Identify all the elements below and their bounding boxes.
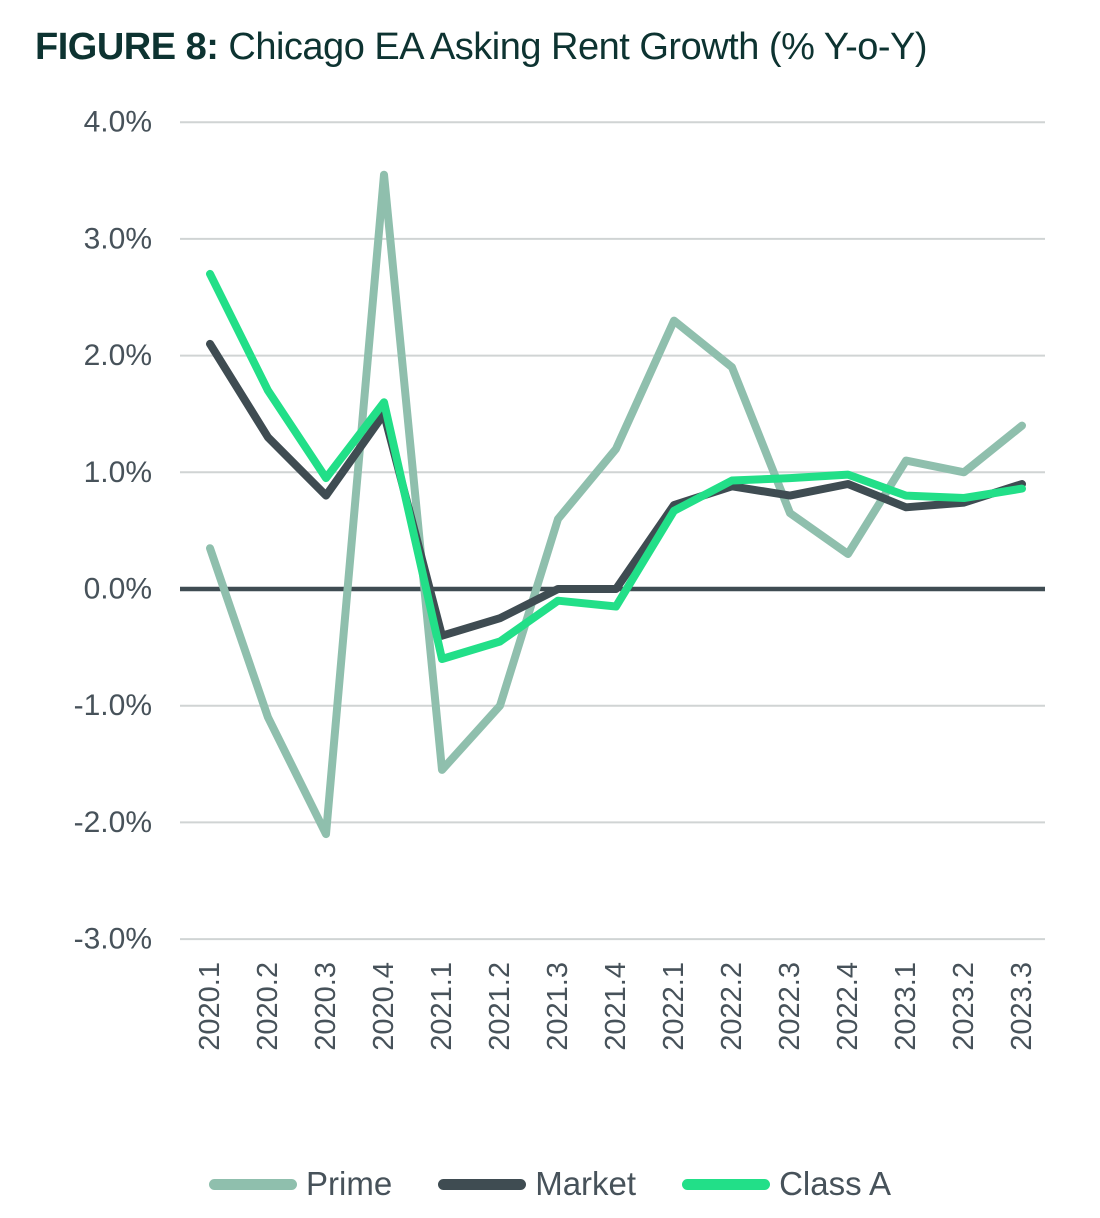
y-tick-label: 2.0% (84, 339, 152, 372)
figure-title-text: Chicago EA Asking Rent Growth (% Y-o-Y) (228, 26, 928, 68)
series-line-market (206, 339, 1026, 640)
x-tick-label: 2023.3 (1006, 962, 1038, 1051)
x-tick-label: 2021.2 (484, 962, 516, 1051)
x-tick-label: 2022.4 (832, 962, 864, 1051)
figure-label: FIGURE 8: (35, 26, 219, 68)
legend-item-prime: Prime (209, 1165, 392, 1203)
x-tick-label: 2023.2 (948, 962, 980, 1051)
x-tick-label: 2020.1 (194, 962, 226, 1051)
legend-item-class-a: Class A (682, 1165, 891, 1203)
y-tick-label: -3.0% (74, 923, 152, 956)
legend-swatch-market (438, 1178, 527, 1190)
y-tick-label: -1.0% (74, 689, 152, 722)
figure-title: FIGURE 8: Chicago EA Asking Rent Growth (… (35, 26, 1085, 70)
y-tick-label: 0.0% (84, 573, 152, 606)
legend-item-market: Market (438, 1165, 636, 1203)
x-tick-label: 2021.3 (542, 962, 574, 1051)
x-tick-label: 2020.2 (252, 962, 284, 1051)
x-tick-label: 2020.4 (368, 962, 400, 1051)
legend-label-prime: Prime (306, 1165, 393, 1202)
x-tick-label: 2022.1 (658, 962, 690, 1051)
x-tick-label: 2021.1 (426, 962, 458, 1051)
y-tick-label: 1.0% (84, 456, 152, 489)
legend-label-class-a: Class A (779, 1165, 891, 1202)
legend-label-market: Market (535, 1165, 637, 1202)
chart-legend: Prime Market Class A (0, 1156, 1100, 1212)
y-tick-label: -2.0% (74, 806, 152, 839)
x-tick-label: 2022.2 (716, 962, 748, 1051)
legend-swatch-prime (209, 1178, 298, 1190)
x-tick-label: 2023.1 (890, 962, 922, 1051)
legend-swatch-class-a (682, 1178, 771, 1190)
x-tick-label: 2020.3 (310, 962, 342, 1051)
x-tick-label: 2022.3 (774, 962, 806, 1051)
series-line-class-a (206, 269, 1026, 663)
x-tick-label: 2021.4 (600, 962, 632, 1051)
y-tick-label: 4.0% (84, 106, 152, 139)
y-tick-label: 3.0% (84, 222, 152, 255)
line-chart: 4.0% 3.0% 2.0% 1.0% 0.0% -1.0% -2.0% -3.0% 2020.… (74, 106, 1045, 1051)
